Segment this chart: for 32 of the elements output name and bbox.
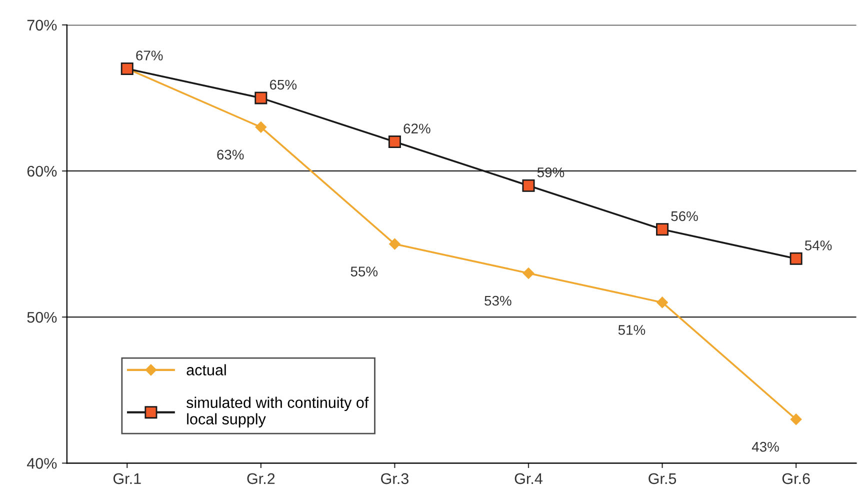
x-tick-label: Gr.2 — [247, 473, 275, 484]
data-label: 55% — [350, 266, 378, 276]
data-label: 43% — [752, 442, 779, 452]
point — [255, 122, 267, 133]
point — [656, 296, 668, 308]
data-label: 56% — [671, 211, 698, 222]
data-label: 67% — [136, 50, 163, 60]
point — [790, 414, 802, 425]
y-tick-label: 40% — [26, 458, 57, 469]
point — [522, 179, 535, 192]
y-tick-label: 60% — [27, 166, 57, 177]
data-label: 51% — [618, 325, 646, 335]
x-tick-label: Gr.3 — [381, 473, 408, 484]
point — [790, 252, 802, 265]
point — [388, 136, 401, 148]
legend-label: simulated with continuity of local supply — [186, 396, 369, 428]
y-tick-label: 50% — [27, 312, 57, 323]
y-tick-label: 70% — [27, 20, 57, 31]
data-label: 62% — [404, 124, 430, 134]
data-label: 53% — [484, 296, 512, 306]
x-tick-label: Gr.5 — [648, 473, 676, 484]
data-label: 63% — [217, 150, 244, 160]
x-tick-label: Gr.4 — [514, 473, 542, 484]
point — [254, 92, 268, 104]
x-tick-label: Gr.6 — [782, 473, 810, 484]
legend-label: actual — [186, 364, 226, 376]
data-label: 54% — [804, 240, 832, 250]
data-label: 65% — [270, 80, 297, 90]
point — [522, 268, 534, 279]
point — [389, 238, 400, 250]
x-tick-label: Gr.1 — [113, 473, 141, 484]
point — [656, 223, 669, 236]
